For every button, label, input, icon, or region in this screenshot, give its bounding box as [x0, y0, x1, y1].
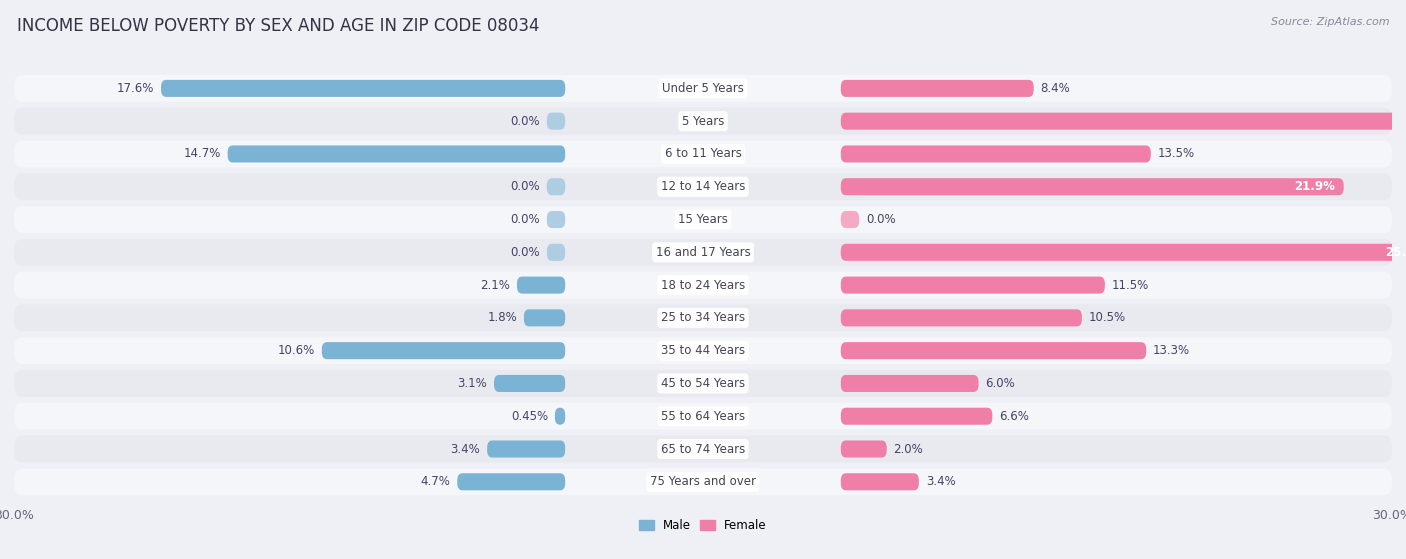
Text: 0.45%: 0.45%	[510, 410, 548, 423]
Text: 6 to 11 Years: 6 to 11 Years	[665, 148, 741, 160]
Text: 0.0%: 0.0%	[510, 180, 540, 193]
Text: 10.6%: 10.6%	[277, 344, 315, 357]
FancyBboxPatch shape	[14, 239, 1392, 266]
FancyBboxPatch shape	[841, 178, 1344, 195]
FancyBboxPatch shape	[841, 408, 993, 425]
FancyBboxPatch shape	[14, 468, 1392, 495]
FancyBboxPatch shape	[841, 473, 920, 490]
FancyBboxPatch shape	[841, 440, 887, 457]
Text: 3.4%: 3.4%	[925, 475, 956, 489]
Text: 8.4%: 8.4%	[1040, 82, 1070, 95]
FancyBboxPatch shape	[547, 178, 565, 195]
FancyBboxPatch shape	[14, 108, 1392, 135]
Text: 14.7%: 14.7%	[183, 148, 221, 160]
FancyBboxPatch shape	[547, 113, 565, 130]
Text: 15 Years: 15 Years	[678, 213, 728, 226]
FancyBboxPatch shape	[162, 80, 565, 97]
FancyBboxPatch shape	[841, 113, 1406, 130]
FancyBboxPatch shape	[494, 375, 565, 392]
Text: 21.9%: 21.9%	[1294, 180, 1334, 193]
FancyBboxPatch shape	[547, 244, 565, 261]
FancyBboxPatch shape	[517, 277, 565, 293]
Legend: Male, Female: Male, Female	[634, 514, 772, 537]
FancyBboxPatch shape	[228, 145, 565, 163]
FancyBboxPatch shape	[322, 342, 565, 359]
FancyBboxPatch shape	[841, 80, 1033, 97]
FancyBboxPatch shape	[555, 408, 565, 425]
FancyBboxPatch shape	[14, 305, 1392, 331]
FancyBboxPatch shape	[841, 309, 1083, 326]
Text: 2.1%: 2.1%	[481, 278, 510, 292]
FancyBboxPatch shape	[14, 75, 1392, 102]
Text: 10.5%: 10.5%	[1088, 311, 1126, 324]
Text: 0.0%: 0.0%	[510, 213, 540, 226]
FancyBboxPatch shape	[14, 140, 1392, 167]
FancyBboxPatch shape	[524, 309, 565, 326]
Text: 6.0%: 6.0%	[986, 377, 1015, 390]
Text: 35 to 44 Years: 35 to 44 Years	[661, 344, 745, 357]
Text: 11.5%: 11.5%	[1112, 278, 1149, 292]
Text: 2.0%: 2.0%	[894, 443, 924, 456]
Text: 0.0%: 0.0%	[866, 213, 896, 226]
FancyBboxPatch shape	[841, 375, 979, 392]
Text: 25 to 34 Years: 25 to 34 Years	[661, 311, 745, 324]
Text: 17.6%: 17.6%	[117, 82, 155, 95]
Text: 13.5%: 13.5%	[1157, 148, 1195, 160]
FancyBboxPatch shape	[14, 272, 1392, 299]
Text: 55 to 64 Years: 55 to 64 Years	[661, 410, 745, 423]
FancyBboxPatch shape	[841, 244, 1406, 261]
Text: 0.0%: 0.0%	[510, 246, 540, 259]
Text: 0.0%: 0.0%	[510, 115, 540, 127]
Text: 65 to 74 Years: 65 to 74 Years	[661, 443, 745, 456]
Text: Under 5 Years: Under 5 Years	[662, 82, 744, 95]
Text: 3.1%: 3.1%	[457, 377, 486, 390]
Text: 12 to 14 Years: 12 to 14 Years	[661, 180, 745, 193]
FancyBboxPatch shape	[14, 370, 1392, 397]
FancyBboxPatch shape	[14, 337, 1392, 364]
Text: 4.7%: 4.7%	[420, 475, 450, 489]
FancyBboxPatch shape	[841, 342, 1146, 359]
FancyBboxPatch shape	[14, 435, 1392, 462]
Text: 16 and 17 Years: 16 and 17 Years	[655, 246, 751, 259]
Text: INCOME BELOW POVERTY BY SEX AND AGE IN ZIP CODE 08034: INCOME BELOW POVERTY BY SEX AND AGE IN Z…	[17, 17, 540, 35]
Text: 1.8%: 1.8%	[488, 311, 517, 324]
FancyBboxPatch shape	[486, 440, 565, 457]
FancyBboxPatch shape	[841, 145, 1152, 163]
Text: Source: ZipAtlas.com: Source: ZipAtlas.com	[1271, 17, 1389, 27]
Text: 6.6%: 6.6%	[1000, 410, 1029, 423]
Text: 13.3%: 13.3%	[1153, 344, 1191, 357]
FancyBboxPatch shape	[841, 211, 859, 228]
FancyBboxPatch shape	[841, 277, 1105, 293]
FancyBboxPatch shape	[547, 211, 565, 228]
Text: 3.4%: 3.4%	[450, 443, 481, 456]
Text: 5 Years: 5 Years	[682, 115, 724, 127]
Text: 18 to 24 Years: 18 to 24 Years	[661, 278, 745, 292]
FancyBboxPatch shape	[14, 403, 1392, 430]
FancyBboxPatch shape	[457, 473, 565, 490]
Text: 75 Years and over: 75 Years and over	[650, 475, 756, 489]
FancyBboxPatch shape	[14, 206, 1392, 233]
Text: 25.9%: 25.9%	[1385, 246, 1406, 259]
FancyBboxPatch shape	[14, 173, 1392, 200]
Text: 45 to 54 Years: 45 to 54 Years	[661, 377, 745, 390]
